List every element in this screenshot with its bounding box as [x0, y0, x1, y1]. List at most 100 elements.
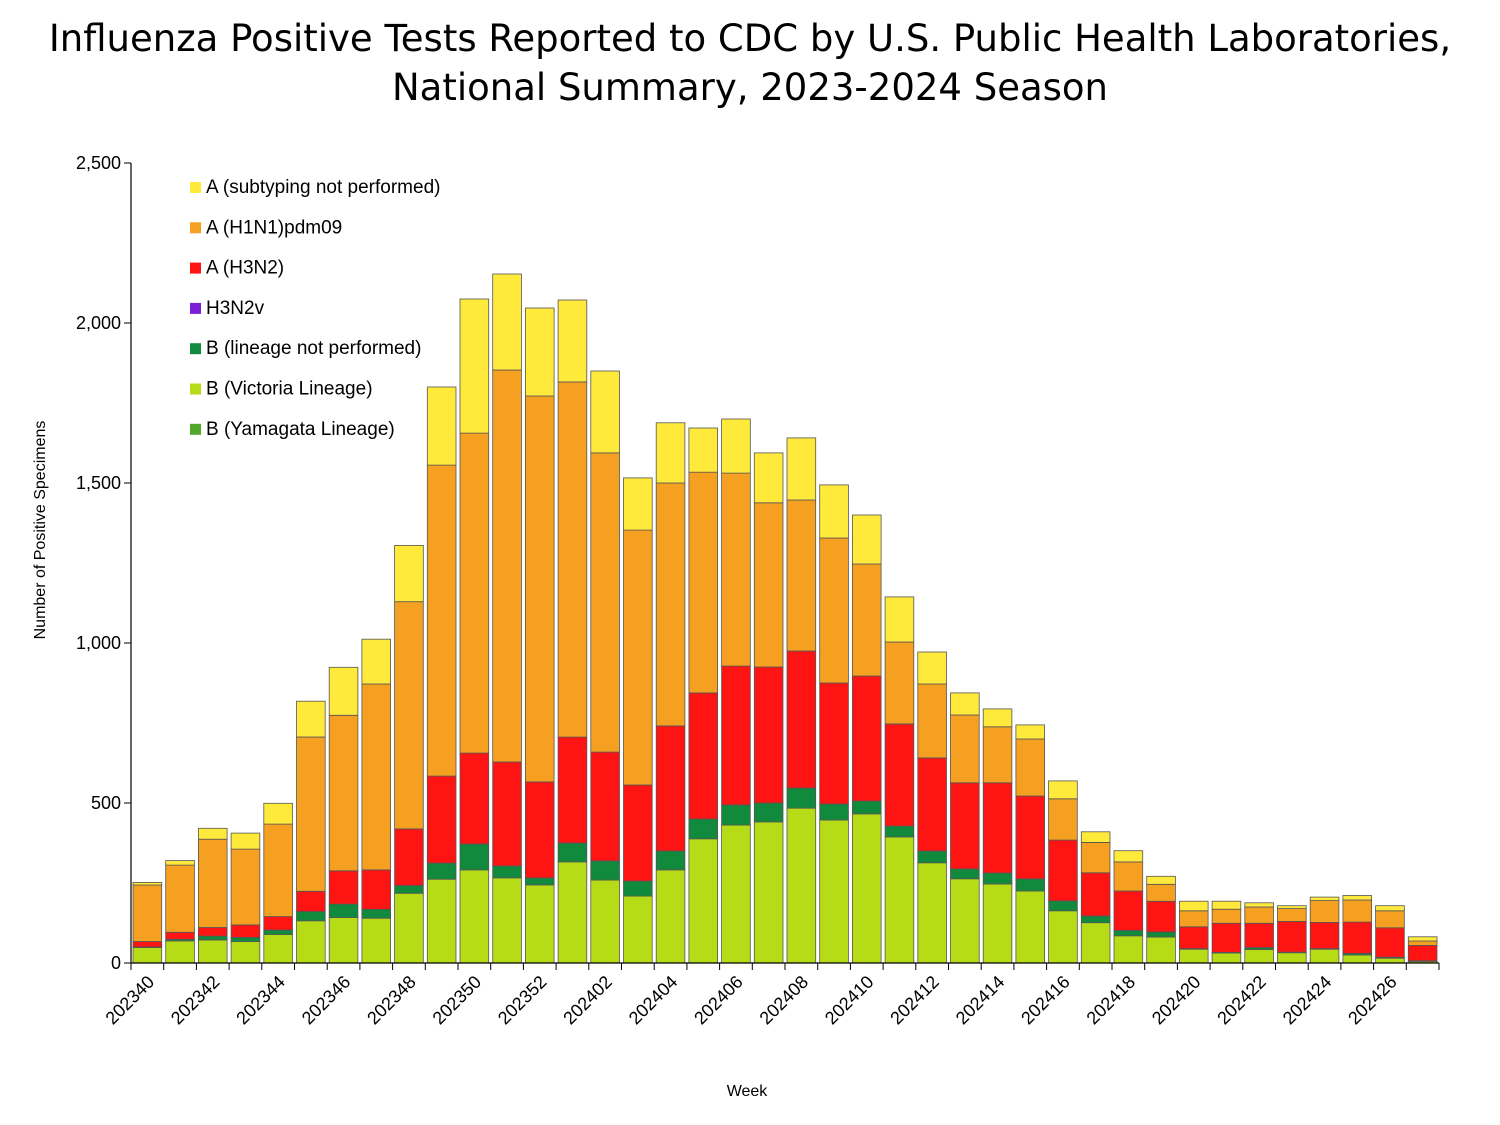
bar-segment-202406-2 [721, 804, 751, 826]
bar-segment-202403-5 [623, 529, 653, 786]
x-tick-label: 202346 [298, 972, 355, 1029]
bar-segment-202405-6 [688, 427, 719, 473]
x-tick-label: 202418 [1083, 972, 1140, 1029]
bar-segment-202345-2 [296, 911, 326, 922]
bar-segment-202348-2 [394, 885, 424, 894]
bar-segment-202341-5 [165, 864, 195, 933]
bar-segment-202424-0 [1309, 948, 1340, 964]
bar-segment-202352-4 [525, 781, 555, 879]
bar-segment-202414-0 [982, 883, 1013, 964]
bar-segment-202416-2 [1048, 900, 1078, 912]
bar-segment-202423-5 [1277, 908, 1307, 922]
bar-segment-202421-6 [1211, 900, 1242, 910]
bar-segment-202346-4 [328, 870, 359, 905]
bar-segment-202342-5 [197, 838, 228, 928]
bar-segment-202407-4 [753, 666, 784, 804]
x-tick-label: 202340 [102, 972, 159, 1029]
bar-segment-202411-4 [884, 723, 915, 827]
bar-segment-202406-5 [721, 472, 751, 667]
bar-segment-202420-4 [1179, 926, 1209, 949]
legend-label: H3N2v [206, 298, 265, 319]
bar-segment-202417-2 [1080, 915, 1111, 924]
x-tick-label: 202410 [821, 972, 878, 1029]
bar-segment-202405-5 [688, 471, 719, 694]
bar-segment-202347-2 [361, 908, 391, 919]
bar-segment-202409-5 [819, 537, 849, 684]
bar-segment-202404-0 [655, 869, 686, 964]
bar-segment-202352-5 [525, 395, 555, 783]
bar-segment-202415-6 [1015, 724, 1046, 740]
x-tick-label: 202408 [756, 972, 813, 1029]
bar-segment-202401-4 [557, 736, 588, 844]
bar-segment-202352-6 [525, 307, 555, 397]
bar-segment-202410-6 [852, 514, 882, 565]
bar-segment-202417-6 [1080, 831, 1111, 843]
bar-segment-202419-4 [1146, 900, 1176, 933]
bar-segment-202412-4 [917, 757, 947, 852]
bar-segment-202348-5 [394, 601, 424, 830]
bar-segment-202422-0 [1244, 949, 1274, 964]
bar-segment-202349-2 [426, 862, 457, 880]
bar-segment-202418-2 [1113, 930, 1144, 937]
legend-label: B (Victoria Lineage) [206, 379, 373, 400]
bar-segment-202423-6 [1277, 905, 1307, 910]
bar-segment-202413-5 [950, 714, 980, 784]
bar-segment-202414-2 [982, 872, 1013, 885]
bar-segment-202404-5 [655, 482, 686, 727]
bar-segment-202405-4 [688, 692, 719, 820]
bar-segment-202416-6 [1048, 780, 1078, 800]
legend-swatch [190, 262, 201, 274]
bar-segment-202402-5 [590, 452, 620, 753]
legend-swatch [190, 222, 201, 234]
bar-segment-202350-5 [459, 432, 490, 754]
bar-segment-202351-6 [492, 273, 522, 371]
bar-segment-202340-4 [132, 941, 163, 948]
bar-segment-202341-0 [165, 940, 195, 964]
bar-segment-202347-4 [361, 869, 391, 910]
bar-segment-202426-4 [1375, 927, 1405, 958]
bar-segment-202402-4 [590, 751, 620, 862]
bar-segment-202425-4 [1342, 921, 1373, 954]
bar-segment-202418-5 [1113, 861, 1144, 892]
bar-segment-202422-5 [1244, 906, 1274, 924]
bar-segment-202415-5 [1015, 738, 1046, 797]
bar-segment-202351-5 [492, 369, 522, 763]
bar-segment-202412-6 [917, 651, 947, 685]
bar-segment-202341-4 [165, 931, 195, 940]
bar-segment-202420-0 [1179, 948, 1209, 964]
bar-segment-202427-6 [1407, 936, 1438, 942]
bar-segment-202420-5 [1179, 910, 1209, 928]
x-axis-title: Week [727, 1083, 769, 1100]
legend-swatch [190, 182, 201, 193]
bar-segment-202402-2 [590, 860, 620, 881]
bar-segment-202417-4 [1080, 872, 1111, 917]
bar-segment-202409-4 [819, 682, 849, 805]
bar-segment-202344-6 [263, 802, 293, 825]
bar-segment-202412-2 [917, 850, 947, 864]
bar-segment-202403-6 [623, 477, 653, 531]
bar-segment-202401-2 [557, 842, 588, 863]
bar-segment-202346-0 [328, 917, 359, 964]
bar-segment-202345-4 [296, 890, 326, 912]
bar-segment-202404-4 [655, 725, 686, 852]
bar-segment-202410-2 [852, 800, 882, 815]
bar-segment-202401-5 [557, 381, 588, 738]
bar-segment-202343-6 [230, 832, 261, 850]
bar-segment-202414-4 [982, 782, 1013, 874]
bar-segment-202343-2 [230, 937, 261, 943]
bar-segment-202344-4 [263, 916, 293, 931]
legend: A (subtyping not performed) A (H1N1)pdm09… [190, 177, 440, 440]
bar-segment-202411-6 [884, 596, 915, 643]
x-tick-label: 202348 [363, 972, 420, 1029]
x-tick-label: 202416 [1017, 972, 1074, 1029]
bar-segment-202340-0 [132, 947, 163, 964]
bar-segment-202348-4 [394, 828, 424, 886]
bar-segment-202347-5 [361, 683, 391, 871]
bar-segment-202350-2 [459, 843, 490, 871]
bar-segment-202351-0 [492, 877, 522, 964]
bar-segment-202409-2 [819, 803, 849, 821]
bar-segment-202423-0 [1277, 952, 1307, 964]
x-tick-label: 202412 [886, 972, 943, 1029]
bar-segment-202402-0 [590, 879, 620, 964]
bar-segment-202341-6 [165, 860, 195, 866]
